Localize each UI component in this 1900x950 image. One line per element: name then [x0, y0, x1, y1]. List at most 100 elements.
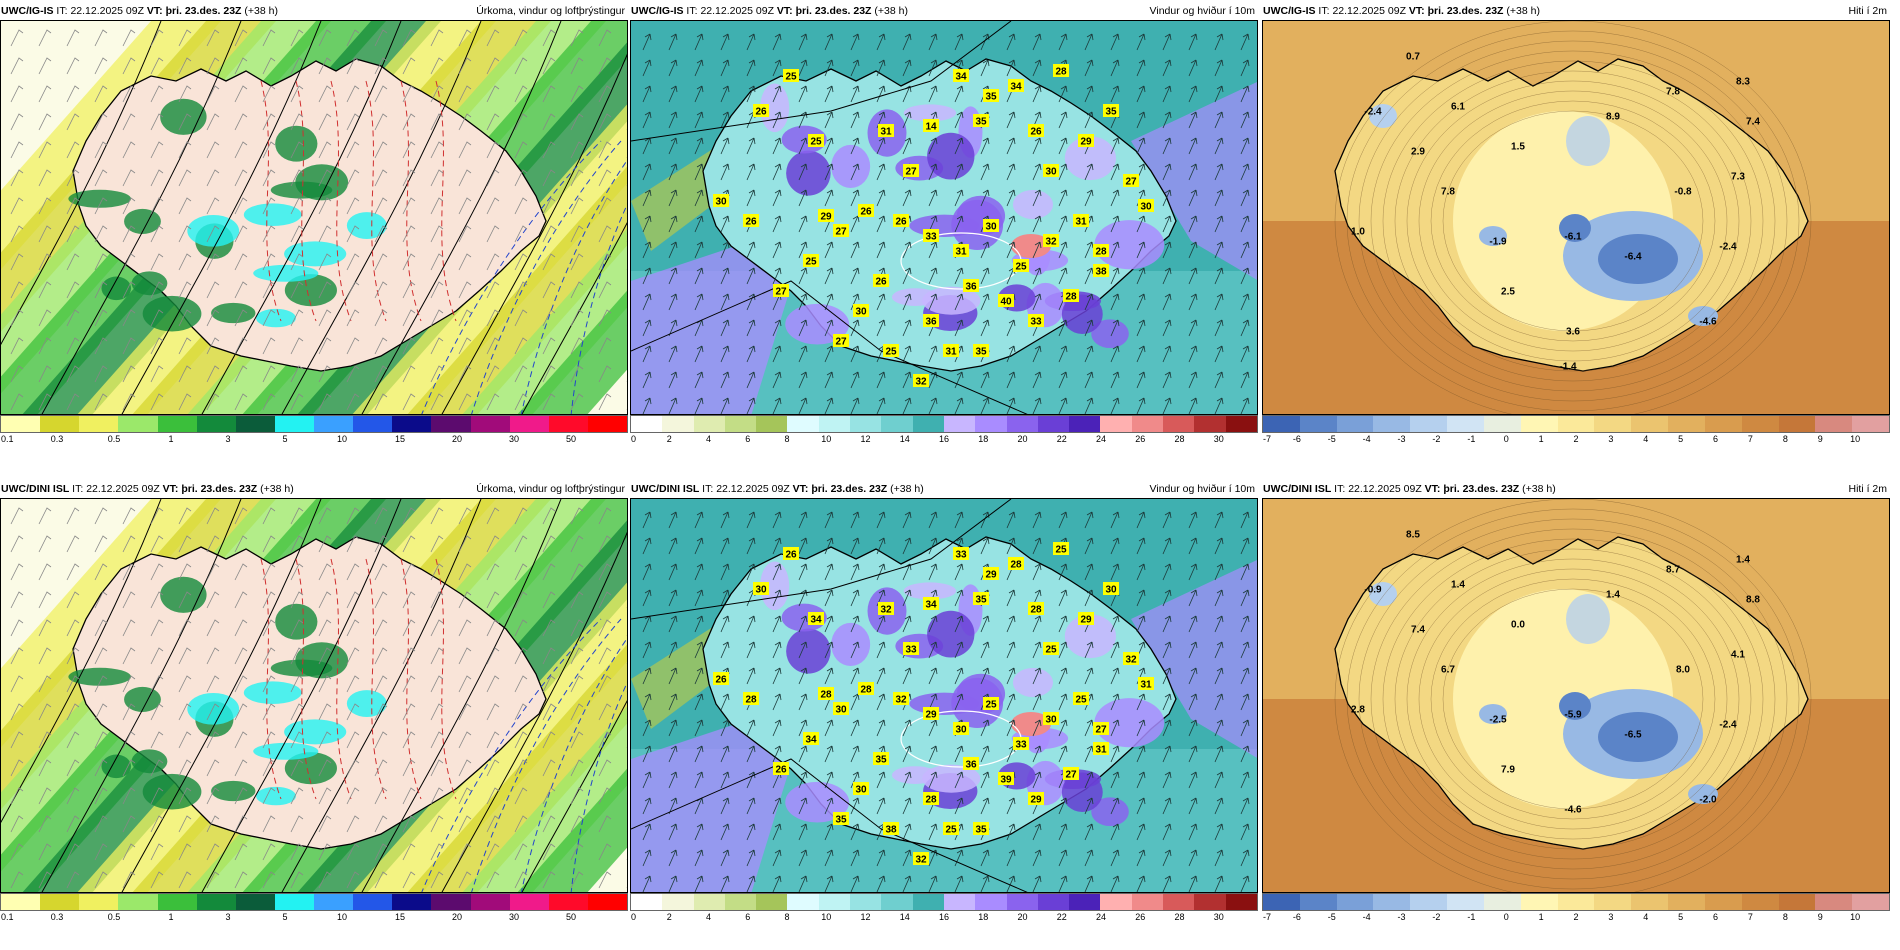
value-label: 2.5	[1501, 287, 1515, 298]
svg-text:39: 39	[1000, 775, 1012, 786]
tick-label: 4	[1643, 434, 1649, 444]
svg-text:35: 35	[975, 825, 987, 836]
colorbar	[0, 893, 628, 911]
svg-text:7.9: 7.9	[1501, 765, 1515, 776]
value-label: 25	[783, 69, 799, 83]
svg-text:34: 34	[805, 735, 817, 746]
tick-label: -5	[1327, 434, 1336, 444]
colorbar-swatch	[1100, 416, 1132, 432]
tick-label: 12	[860, 912, 871, 922]
colorbar-swatch	[631, 894, 663, 910]
value-label: 27	[903, 164, 919, 178]
colorbar	[630, 415, 1258, 433]
colorbar-swatch	[693, 894, 725, 910]
colorbar	[0, 415, 628, 433]
panel-header: UWC/IG-IS IT: 22.12.2025 09Z VT: þri. 23…	[1, 2, 627, 20]
colorbar-swatch	[1, 416, 41, 432]
value-label: 8.8	[1746, 595, 1760, 606]
svg-text:27: 27	[1125, 177, 1137, 188]
colorbar-swatch	[314, 894, 354, 910]
run-info: UWC/IG-IS IT: 22.12.2025 09Z VT: þri. 23…	[1, 2, 278, 20]
value-label: -4.6	[1564, 805, 1582, 816]
colorbar-swatch	[40, 894, 80, 910]
svg-text:7.4: 7.4	[1411, 625, 1425, 636]
colorbar-swatch	[1447, 416, 1484, 432]
value-label: -1.4	[1559, 362, 1577, 373]
colorbar-swatch	[1069, 894, 1101, 910]
colorbar-swatch	[1631, 416, 1669, 432]
colorbar-swatch	[118, 416, 158, 432]
colorbar-swatch	[118, 894, 158, 910]
colorbar-swatch	[1, 894, 41, 910]
value-label: 29	[1078, 134, 1094, 148]
colorbar-swatch	[470, 416, 510, 432]
tick-label: 26	[1135, 434, 1146, 444]
svg-text:2.9: 2.9	[1411, 147, 1425, 158]
svg-text:40: 40	[1000, 297, 1012, 308]
svg-text:35: 35	[975, 595, 987, 606]
value-label: -0.8	[1674, 187, 1692, 198]
panel-dini-wind: UWC/DINI ISL IT: 22.12.2025 09Z VT: þri.…	[630, 478, 1258, 940]
svg-text:30: 30	[1045, 715, 1057, 726]
colorbar-swatch	[1557, 416, 1595, 432]
svg-text:27: 27	[775, 287, 787, 298]
svg-text:30: 30	[985, 222, 997, 233]
value-label: 25	[943, 822, 959, 836]
value-label: 33	[1013, 737, 1029, 751]
panel-header: UWC/DINI ISL IT: 22.12.2025 09Z VT: þri.…	[631, 480, 1257, 498]
value-label: 32	[1123, 652, 1139, 666]
colorbar-swatch	[1778, 416, 1816, 432]
value-label: -4.6	[1699, 317, 1717, 328]
svg-text:25: 25	[945, 825, 957, 836]
tick-label: 8	[784, 434, 790, 444]
value-label: 8.7	[1666, 565, 1680, 576]
tick-label: -7	[1263, 434, 1272, 444]
svg-text:26: 26	[875, 277, 887, 288]
tick-label: 30	[508, 434, 520, 444]
tick-label: 15	[394, 434, 406, 444]
colorbar-swatch	[693, 416, 725, 432]
map-view	[0, 20, 628, 415]
svg-text:-4.6: -4.6	[1699, 317, 1717, 328]
it-value: 22.12.2025 09Z	[700, 5, 774, 17]
colorbar-swatch	[1163, 416, 1195, 432]
panel-igis-precip: UWC/IG-IS IT: 22.12.2025 09Z VT: þri. 23…	[0, 0, 628, 462]
svg-text:28: 28	[820, 690, 832, 701]
svg-text:-2.4: -2.4	[1719, 242, 1737, 253]
panel-dini-temp: UWC/DINI ISL IT: 22.12.2025 09Z VT: þri.…	[1262, 478, 1890, 940]
tick-label: 5	[1678, 434, 1684, 444]
svg-text:26: 26	[755, 107, 767, 118]
colorbar-swatch	[1447, 894, 1484, 910]
svg-text:-0.9: -0.9	[1364, 585, 1382, 596]
tick-label: 14	[899, 912, 910, 922]
map-canvas	[1, 499, 627, 892]
colorbar-swatch	[787, 894, 819, 910]
svg-text:26: 26	[745, 217, 757, 228]
value-label: 28	[743, 692, 759, 706]
tick-label: 1	[168, 912, 174, 922]
value-label: 36	[963, 279, 979, 293]
it-label: IT:	[686, 5, 698, 17]
svg-text:-6.5: -6.5	[1624, 730, 1642, 741]
tick-label: 2	[666, 434, 672, 444]
tick-label: 15	[394, 912, 406, 922]
tick-label: 3	[225, 912, 231, 922]
tick-label: 4	[1643, 912, 1649, 922]
map-view: 25 26 25 34 35 34 28 26 31 14 35 30 29 35 27 30 27 29 25 27…	[630, 20, 1258, 415]
value-label: 34	[923, 597, 939, 611]
svg-text:-5.9: -5.9	[1564, 710, 1582, 721]
tick-label: 18	[978, 912, 989, 922]
svg-text:33: 33	[955, 550, 967, 561]
svg-text:30: 30	[955, 725, 967, 736]
value-label: 31	[953, 244, 969, 258]
value-label: 29	[818, 209, 834, 223]
tick-label: 0	[631, 434, 637, 444]
tick-label: 1	[1538, 912, 1544, 922]
tick-label: 0	[631, 912, 637, 922]
value-label: -6.5	[1624, 730, 1642, 741]
value-label: 25	[1043, 642, 1059, 656]
colorbar-swatch	[1704, 894, 1742, 910]
model: UWC/IG-IS	[1, 5, 54, 17]
value-label: 28	[1053, 64, 1069, 78]
svg-text:29: 29	[1080, 137, 1092, 148]
